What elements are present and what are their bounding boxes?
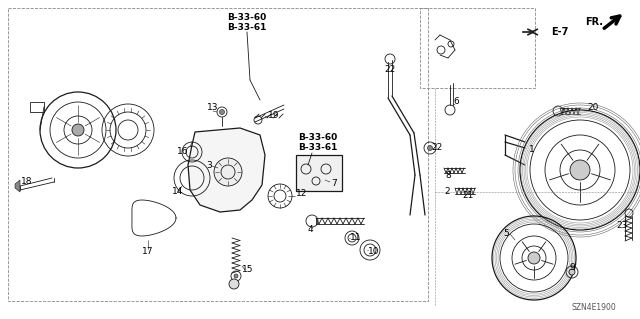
Text: 21: 21 xyxy=(462,191,474,201)
Text: 15: 15 xyxy=(243,265,253,275)
Text: 17: 17 xyxy=(142,248,154,256)
Circle shape xyxy=(570,160,590,180)
Text: 3: 3 xyxy=(206,160,212,169)
Text: 16: 16 xyxy=(177,147,189,157)
Text: 4: 4 xyxy=(307,226,313,234)
Bar xyxy=(420,8,535,88)
Text: 22: 22 xyxy=(431,144,443,152)
Text: B-33-61: B-33-61 xyxy=(298,144,338,152)
Text: 6: 6 xyxy=(453,98,459,107)
Text: B-33-61: B-33-61 xyxy=(227,24,267,33)
Circle shape xyxy=(220,109,225,115)
Text: 2: 2 xyxy=(444,188,450,197)
Bar xyxy=(30,102,44,112)
Text: E-7: E-7 xyxy=(551,27,569,37)
Text: 23: 23 xyxy=(616,221,628,231)
Text: 13: 13 xyxy=(207,103,219,113)
Polygon shape xyxy=(15,180,20,192)
Text: B-33-60: B-33-60 xyxy=(227,13,267,23)
Text: 5: 5 xyxy=(503,229,509,239)
Text: SZN4E1900: SZN4E1900 xyxy=(572,303,616,313)
Text: 12: 12 xyxy=(296,189,308,198)
Text: 19: 19 xyxy=(268,110,280,120)
Circle shape xyxy=(569,269,575,275)
Text: 11: 11 xyxy=(350,234,362,242)
Circle shape xyxy=(528,252,540,264)
Text: 10: 10 xyxy=(368,248,380,256)
Polygon shape xyxy=(188,128,265,212)
Text: 7: 7 xyxy=(331,179,337,188)
Text: 22: 22 xyxy=(385,65,396,75)
Circle shape xyxy=(229,279,239,289)
Bar xyxy=(296,155,342,191)
Text: 1: 1 xyxy=(529,145,535,154)
Circle shape xyxy=(72,124,84,136)
Text: 8: 8 xyxy=(445,172,451,181)
Text: 18: 18 xyxy=(21,177,33,187)
Text: FR.: FR. xyxy=(585,17,603,27)
Circle shape xyxy=(214,158,242,186)
Text: 14: 14 xyxy=(172,188,184,197)
Bar xyxy=(8,8,428,301)
Circle shape xyxy=(428,145,433,151)
Circle shape xyxy=(234,274,238,278)
Text: B-33-60: B-33-60 xyxy=(298,133,338,143)
Text: 9: 9 xyxy=(569,263,575,272)
Text: 20: 20 xyxy=(588,103,598,113)
